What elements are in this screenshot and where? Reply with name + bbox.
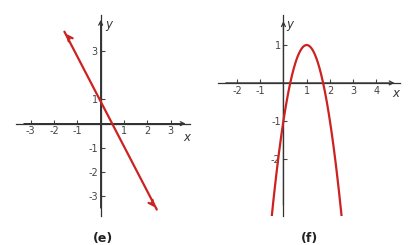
Text: (e): (e) xyxy=(93,232,113,245)
Text: y: y xyxy=(105,18,112,31)
Text: (f): (f) xyxy=(300,232,318,245)
Text: y: y xyxy=(286,18,293,32)
Text: x: x xyxy=(184,131,191,144)
Text: x: x xyxy=(393,87,400,100)
